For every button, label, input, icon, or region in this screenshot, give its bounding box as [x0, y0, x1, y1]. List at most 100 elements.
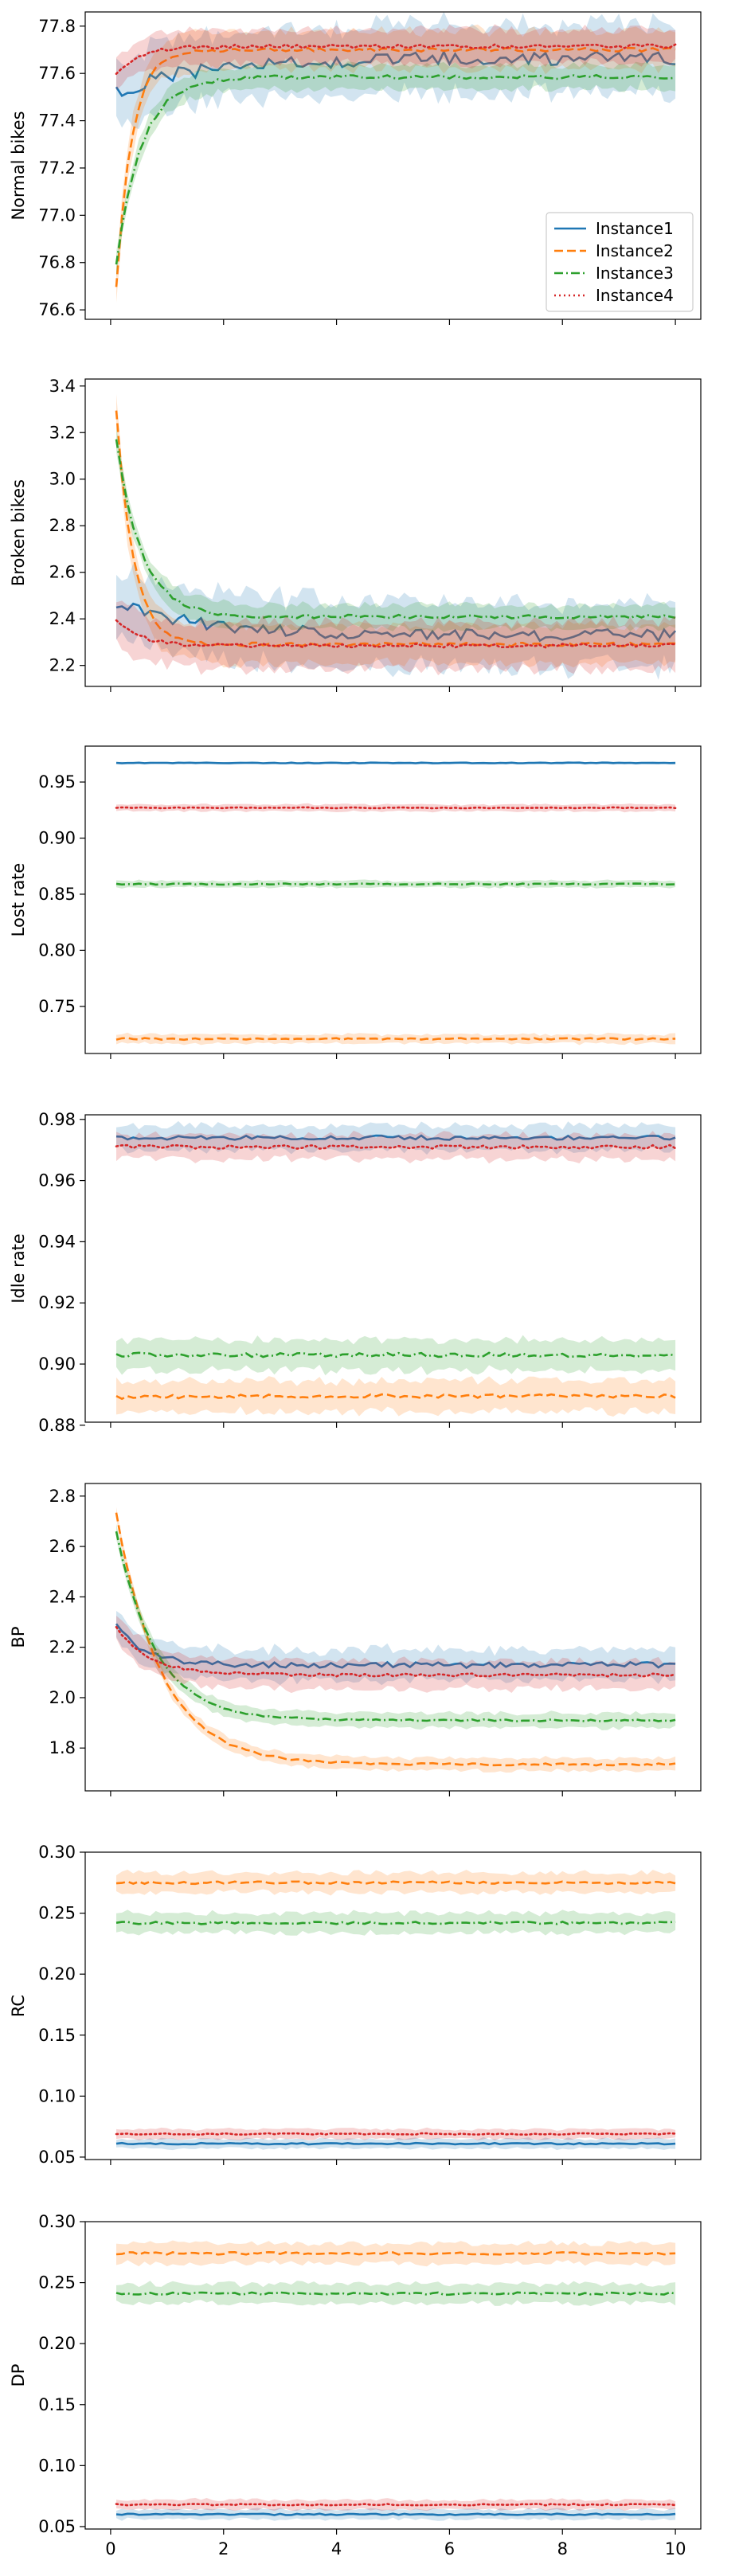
y-tick-label: 2.6 — [49, 563, 76, 582]
chart-panel-4: 0.88 0.90 0.92 0.94 0.96 0.98 Idle rate — [9, 1110, 702, 1435]
y-tick-label: 2.2 — [49, 656, 76, 675]
y-tick-label: 0.15 — [38, 2026, 76, 2045]
plot-area — [115, 12, 677, 303]
confidence-band-instance3 — [116, 2281, 676, 2307]
plot-area — [115, 1870, 677, 2151]
y-tick-label: 0.20 — [38, 2334, 76, 2353]
y-tick-label: 0.96 — [38, 1171, 76, 1190]
x-tick-label: 8 — [557, 2539, 568, 2558]
confidence-band-instance1 — [116, 563, 676, 680]
plot-area — [115, 1507, 677, 1773]
series-line-instance1 — [115, 1623, 676, 1670]
legend-label: Instance2 — [596, 241, 674, 260]
legend-label: Instance1 — [596, 219, 674, 238]
legend-label: Instance4 — [596, 286, 674, 305]
y-tick-label: 0.92 — [38, 1293, 76, 1312]
confidence-band-instance4 — [116, 803, 676, 813]
y-tick-label: 0.15 — [38, 2395, 76, 2414]
series-line-instance4 — [115, 1143, 677, 1151]
y-axis-label: Broken bikes — [9, 479, 28, 586]
x-tick-label: 4 — [331, 2539, 342, 2558]
series-line-instance2 — [115, 1880, 676, 1886]
y-tick-label: 77.8 — [38, 17, 76, 36]
y-tick-label: 0.75 — [38, 997, 76, 1016]
confidence-band-instance4 — [116, 2497, 676, 2512]
confidence-band-instance1 — [116, 1611, 676, 1686]
series-line-instance1 — [115, 2141, 676, 2146]
y-tick-label: 2.2 — [49, 1638, 76, 1657]
chart-panel-2: 2.2 2.4 2.6 2.8 3.0 3.2 3.4 Broken bikes — [9, 377, 702, 692]
y-tick-label: 2.0 — [49, 1688, 76, 1707]
y-tick-label: 0.10 — [38, 2456, 76, 2475]
y-tick-label: 2.8 — [49, 1487, 76, 1506]
series-line-instance2 — [115, 46, 676, 287]
y-tick-label: 3.4 — [49, 377, 76, 396]
y-tick-label: 77.6 — [38, 64, 76, 83]
y-axis-label: DP — [9, 2364, 28, 2387]
series-line-instance3 — [115, 1351, 676, 1358]
series-line-instance3 — [115, 882, 676, 886]
plot-area — [115, 761, 677, 1046]
chart-panel-7: 0.05 0.10 0.15 0.20 0.25 0.30 0 2 4 6 8 10 DP — [9, 2212, 702, 2558]
confidence-band-instance1 — [116, 12, 676, 130]
y-tick-label: 3.0 — [49, 470, 76, 489]
chart-panel-5: 1.8 2.0 2.2 2.4 2.6 2.8 BP — [9, 1483, 702, 1796]
series-line-instance2 — [115, 1393, 676, 1401]
series-line-instance2 — [115, 1037, 676, 1042]
axes-frame — [84, 1114, 702, 1423]
plot-area — [115, 2240, 677, 2521]
y-axis-label: Idle rate — [9, 1233, 28, 1304]
y-tick-label: 0.30 — [38, 2212, 76, 2231]
axes-frame — [84, 11, 702, 320]
series-line-instance4 — [115, 2503, 677, 2507]
legend: Instance1 Instance2 Instance3 Instance4 — [546, 212, 694, 312]
y-tick-label: 0.05 — [38, 2148, 76, 2167]
confidence-band-instance3 — [116, 1335, 676, 1376]
series-line-instance1 — [115, 602, 677, 643]
y-tick-label: 0.90 — [38, 829, 76, 848]
y-tick-label: 77.4 — [38, 111, 76, 131]
series-line-instance3 — [115, 1920, 676, 1925]
y-tick-label: 0.25 — [38, 1904, 76, 1923]
y-tick-label: 0.30 — [38, 1843, 76, 1862]
series-line-instance2 — [115, 2250, 676, 2256]
y-tick-label: 3.2 — [49, 423, 76, 442]
y-tick-label: 0.80 — [38, 940, 76, 960]
y-tick-label: 0.98 — [38, 1110, 76, 1129]
y-tick-label: 2.6 — [49, 1537, 76, 1556]
y-axis-label: Normal bikes — [9, 111, 28, 220]
confidence-band-instance4 — [116, 2127, 676, 2141]
legend-label: Instance3 — [596, 264, 674, 283]
y-tick-label: 0.95 — [38, 772, 76, 792]
y-axis-label: BP — [9, 1626, 28, 1648]
axes-frame — [84, 2221, 702, 2530]
chart-panel-6: 0.05 0.10 0.15 0.20 0.25 0.30 RC — [9, 1843, 702, 2167]
y-axis-label: RC — [9, 1995, 28, 2017]
series-line-instance1 — [115, 761, 676, 764]
series-line-instance2 — [115, 1512, 676, 1767]
y-tick-label: 0.88 — [38, 1416, 76, 1435]
confidence-band-instance3 — [116, 1523, 676, 1730]
chart-panel-3: 0.75 0.80 0.85 0.90 0.95 Lost rate — [9, 745, 702, 1059]
y-tick-label: 76.6 — [38, 300, 76, 319]
confidence-band-instance4 — [116, 24, 676, 91]
y-tick-label: 76.8 — [38, 253, 76, 272]
axes-frame — [84, 1851, 702, 2160]
y-tick-label: 0.90 — [38, 1354, 76, 1374]
series-line-instance1 — [115, 1134, 676, 1141]
y-tick-label: 77.0 — [38, 205, 76, 225]
confidence-band-instance3 — [116, 426, 676, 632]
y-axis-label: Lost rate — [9, 863, 28, 937]
x-tick-label: 2 — [218, 2539, 229, 2558]
y-tick-label: 0.85 — [38, 885, 76, 904]
x-tick-label: 10 — [665, 2539, 686, 2558]
series-line-instance3 — [115, 1530, 676, 1722]
confidence-band-instance3 — [116, 61, 676, 277]
x-tick-label: 6 — [444, 2539, 455, 2558]
axes-frame — [84, 1483, 702, 1792]
y-tick-label: 0.05 — [38, 2517, 76, 2536]
axes-frame — [84, 378, 702, 687]
confidence-band-instance2 — [116, 1376, 676, 1417]
y-tick-label: 77.2 — [38, 158, 76, 178]
